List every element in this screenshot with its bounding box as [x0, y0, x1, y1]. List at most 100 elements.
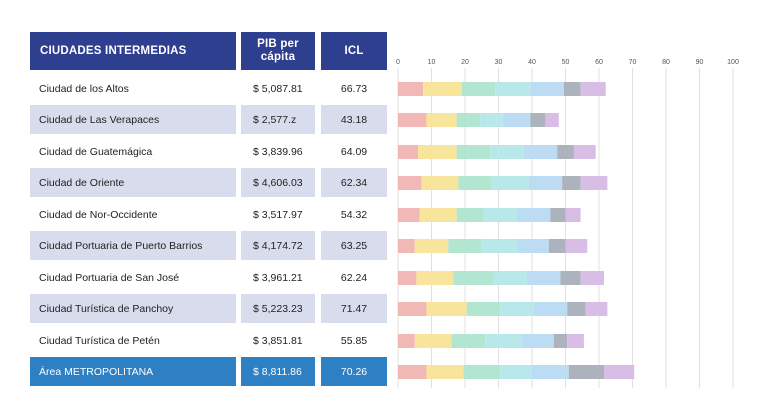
pib-cell: $ 3,839.96 [253, 145, 303, 158]
bar-segment [448, 239, 482, 253]
bar-segment [580, 82, 606, 96]
header-pib-line1: PIB per [257, 38, 299, 50]
icl-cell: 63.25 [321, 231, 387, 260]
bar-segment [490, 145, 524, 159]
bar-segment [461, 82, 496, 96]
city-cell: Ciudad de Nor-Occidente [39, 208, 158, 221]
bar-segment [480, 113, 504, 127]
bar-segment [453, 271, 494, 285]
bar-segment [398, 145, 419, 159]
icl-cell: 71.47 [321, 294, 387, 323]
bar-segment [456, 208, 484, 222]
bar-segment [456, 113, 481, 127]
bar-segment [565, 208, 581, 222]
bar-segment [398, 271, 417, 285]
bar-segment [530, 82, 564, 96]
bar-segment [500, 302, 534, 316]
bar-segment [414, 334, 452, 348]
header-pib-line2: cápita [260, 51, 296, 63]
x-tick-label: 30 [495, 59, 503, 66]
city-cell: Ciudad de Oriente [30, 168, 236, 197]
bar-segment [463, 365, 501, 379]
x-tick-label: 20 [461, 59, 469, 66]
bar-segment [526, 271, 561, 285]
icl-cell: 55.85 [340, 334, 368, 347]
bar-segment [491, 176, 529, 190]
bar-segment [398, 82, 424, 96]
stacked-bar-chart: 0 10 20 30 40 50 60 70 80 90 100 [396, 59, 739, 388]
pib-cell: $ 3,961.21 [253, 271, 303, 284]
x-tick-label: 0 [396, 59, 400, 66]
bar-segment [567, 302, 586, 316]
city-cell: Ciudad de los Altos [39, 82, 129, 95]
city-cell-highlight: Área METROPOLITANA [30, 357, 236, 386]
pib-cell: $ 5,087.81 [253, 82, 303, 95]
bar-segment [493, 271, 527, 285]
bar-segment [466, 302, 501, 316]
bar-segment [418, 145, 457, 159]
bar-segment [414, 239, 449, 253]
bar-segment [528, 176, 563, 190]
bar-segment [398, 208, 420, 222]
bar-segment [523, 145, 558, 159]
pib-cell: $ 3,517.97 [253, 208, 303, 221]
bar-segment [553, 334, 568, 348]
x-tick-label: 70 [629, 59, 637, 66]
bar-segment [485, 334, 522, 348]
bar-segment [560, 271, 581, 285]
city-cell: Ciudad Turística de Petén [39, 334, 160, 347]
bar-segment [565, 239, 588, 253]
bar-segment [451, 334, 486, 348]
pib-cell: $ 4,606.03 [241, 168, 315, 197]
x-tick-label: 40 [528, 59, 536, 66]
bar-segment [545, 113, 559, 127]
pib-cell: $ 4,174.72 [241, 231, 315, 260]
icl-cell: 66.73 [340, 82, 368, 95]
bar-segment [530, 113, 546, 127]
bar-segment [516, 208, 551, 222]
header-icl: ICL [321, 32, 387, 70]
bar-segment [563, 82, 581, 96]
city-cell: Ciudad Turística de Panchoy [30, 294, 236, 323]
bar-segment [516, 239, 549, 253]
bar-segment [567, 334, 584, 348]
bar-segment [423, 82, 462, 96]
bar-segment [426, 113, 457, 127]
bar-segment [398, 365, 427, 379]
icl-cell: 43.18 [321, 105, 387, 134]
bar-segment [585, 302, 608, 316]
bar-segment [495, 82, 531, 96]
icl-cell: 54.32 [340, 208, 368, 221]
bar-segment [398, 239, 415, 253]
bar-segment [416, 271, 454, 285]
x-tick-label: 100 [727, 59, 739, 66]
header-pib: PIB per cápita [241, 32, 315, 70]
bar-segment [419, 208, 457, 222]
pib-cell: $ 3,851.81 [253, 334, 303, 347]
pib-cell-highlight: $ 8,811.86 [241, 357, 315, 386]
bar-segment [456, 145, 491, 159]
bar-segment [580, 271, 605, 285]
icl-cell-highlight: 70.26 [321, 357, 387, 386]
bar-segment [398, 176, 422, 190]
bar-segment [573, 145, 596, 159]
bar-segment [533, 302, 568, 316]
pib-cell: $ 5,223.23 [241, 294, 315, 323]
x-tick-label: 80 [662, 59, 670, 66]
bar-segment [500, 365, 532, 379]
bar-segment [398, 113, 427, 127]
bar-segment [521, 334, 554, 348]
bar-segment [562, 176, 581, 190]
bar-segment [503, 113, 531, 127]
icl-cell: 62.24 [340, 271, 368, 284]
city-cell: Ciudad de Guatemágica [39, 145, 153, 158]
x-tick-label: 90 [696, 59, 704, 66]
x-tick-label: 10 [428, 59, 436, 66]
bar-segment [426, 302, 467, 316]
city-cell: Ciudad Portuaria de San José [39, 271, 180, 284]
bar-segment [550, 208, 566, 222]
bar-segment [426, 365, 464, 379]
bar-segment [398, 334, 415, 348]
bar-segment [398, 302, 427, 316]
icl-cell: 64.09 [340, 145, 368, 158]
